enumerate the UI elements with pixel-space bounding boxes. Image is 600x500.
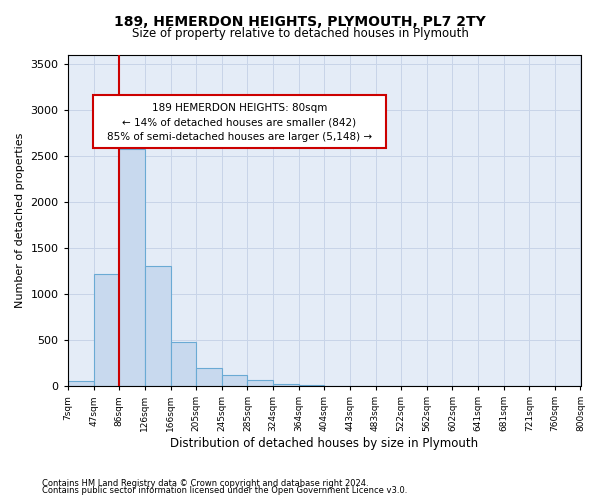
FancyBboxPatch shape xyxy=(94,94,386,148)
Text: 189 HEMERDON HEIGHTS: 80sqm: 189 HEMERDON HEIGHTS: 80sqm xyxy=(152,103,327,113)
Bar xyxy=(299,385,325,386)
Text: ← 14% of detached houses are smaller (842): ← 14% of detached houses are smaller (84… xyxy=(122,118,356,128)
Y-axis label: Number of detached properties: Number of detached properties xyxy=(15,133,25,308)
Text: Contains public sector information licensed under the Open Government Licence v3: Contains public sector information licen… xyxy=(42,486,407,495)
Bar xyxy=(170,342,196,386)
Text: 85% of semi-detached houses are larger (5,148) →: 85% of semi-detached houses are larger (… xyxy=(107,132,372,142)
Text: Contains HM Land Registry data © Crown copyright and database right 2024.: Contains HM Land Registry data © Crown c… xyxy=(42,478,368,488)
Bar xyxy=(68,382,94,386)
Text: 189, HEMERDON HEIGHTS, PLYMOUTH, PL7 2TY: 189, HEMERDON HEIGHTS, PLYMOUTH, PL7 2TY xyxy=(114,15,486,29)
Bar xyxy=(221,374,247,386)
Bar xyxy=(94,274,119,386)
Bar xyxy=(145,266,170,386)
Bar xyxy=(196,368,221,386)
X-axis label: Distribution of detached houses by size in Plymouth: Distribution of detached houses by size … xyxy=(170,437,478,450)
Bar xyxy=(247,380,272,386)
Bar xyxy=(272,384,299,386)
Bar xyxy=(119,149,145,386)
Text: Size of property relative to detached houses in Plymouth: Size of property relative to detached ho… xyxy=(131,28,469,40)
